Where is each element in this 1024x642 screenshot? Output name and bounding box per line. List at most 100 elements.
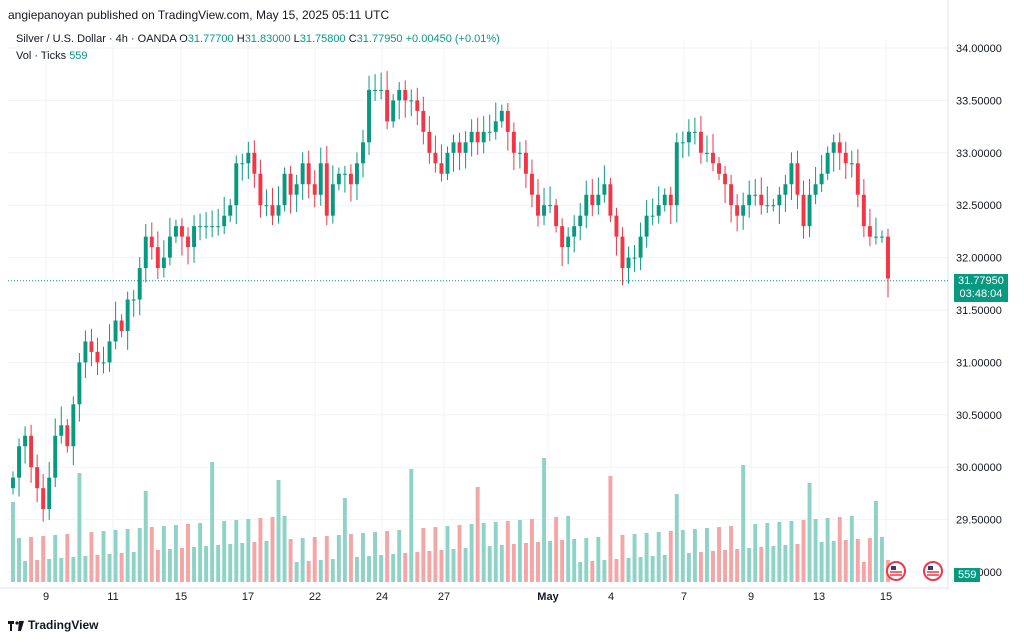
candle-body [674,142,679,206]
candle-body [415,100,420,111]
volume-bar [47,559,52,582]
candle-body [795,163,800,195]
last-price-tag: 31.77950 03:48:04 [954,274,1008,302]
candle-body [469,131,474,143]
volume-bar [813,519,818,582]
volume-bar [11,502,15,582]
candle-body [143,236,148,269]
volume-bar [759,547,764,582]
volume-bar [499,545,504,582]
candle-body [234,163,239,206]
candle-body [475,131,480,143]
change-value: +0.00450 (+0.01%) [405,33,500,45]
volume-bar [861,562,866,582]
candle-body [228,205,233,216]
high-label: H [236,33,245,45]
candle-body [753,194,758,196]
volume-bar [880,537,884,582]
candle-body [819,173,824,185]
candle-body [355,163,359,185]
volume-bar [361,533,365,582]
candle-body [397,89,402,101]
candle-body [789,163,794,185]
y-tick-label: 30.50000 [956,410,1002,422]
volume-bar [517,520,522,582]
volume-bar [729,526,734,582]
candle-body [180,226,184,237]
volume-bar [819,542,824,582]
volume-bar [246,519,251,582]
candle-body [880,236,884,238]
volume-bar [825,518,830,582]
candle-body [620,236,625,269]
candle-body [735,205,740,216]
tradingview-footer[interactable]: TradingView [8,618,98,632]
volume-bar [29,537,34,582]
volume-bar [662,555,667,582]
volume-bar [421,528,426,582]
candle-body [662,194,667,206]
candle-body [391,100,396,122]
us-flag-icon [928,566,933,570]
candle-body [167,236,172,258]
candle-body [149,236,154,248]
candle-body [765,205,770,207]
candle-body [771,205,776,207]
volume-bar [59,558,64,582]
volume-bar [161,526,166,582]
candle-body [89,341,94,352]
candle-body [638,236,643,258]
volume-bar [143,491,148,582]
volume-bar [41,536,46,582]
candle-body [837,142,842,153]
candle-body [35,467,40,489]
candle-body [216,226,221,228]
candle-body [457,142,462,153]
volume-bar [867,538,872,582]
candle-body [264,205,269,207]
volume-bar [632,534,637,582]
candle-body [409,100,414,102]
candle-body [403,89,408,101]
volume-bar [65,534,70,582]
high-value: 31.83000 [244,33,291,45]
x-tick-label: 17 [242,591,254,603]
candle-body [650,215,655,217]
candle-body [578,215,583,227]
candle-body [849,163,854,165]
volume-bar [505,521,510,582]
volume-bar [385,531,390,582]
candle-body [747,194,752,206]
candle-body [813,184,818,195]
volume-bar [843,540,848,582]
x-tick-label: 24 [376,591,388,603]
candle-body [523,152,528,174]
volume-bar [686,553,691,582]
volume-bar [312,537,317,582]
volume-bar [113,530,118,582]
volume-bar [584,538,589,582]
volume-bar [439,550,444,582]
candle-body [499,110,504,122]
volume-bar [717,527,721,582]
candle-body [324,163,329,216]
candle-body [433,152,438,164]
volume-bar [493,522,498,582]
candle-body [11,477,15,489]
volume-bar [656,532,661,582]
x-tick-label: 11 [107,591,118,603]
volume-bar [415,552,420,582]
candle-body [318,163,323,195]
candle-body [240,163,245,165]
volume-bar [626,558,631,582]
candle-body [427,131,432,153]
candle-body [17,446,21,478]
y-tick-label: 32.50000 [956,200,1002,212]
candle-body [119,320,124,331]
candle-body [548,205,553,207]
volume-bar [795,544,800,582]
volume-bar [23,561,28,582]
candle-body [379,89,384,91]
volume-bar [119,553,124,582]
